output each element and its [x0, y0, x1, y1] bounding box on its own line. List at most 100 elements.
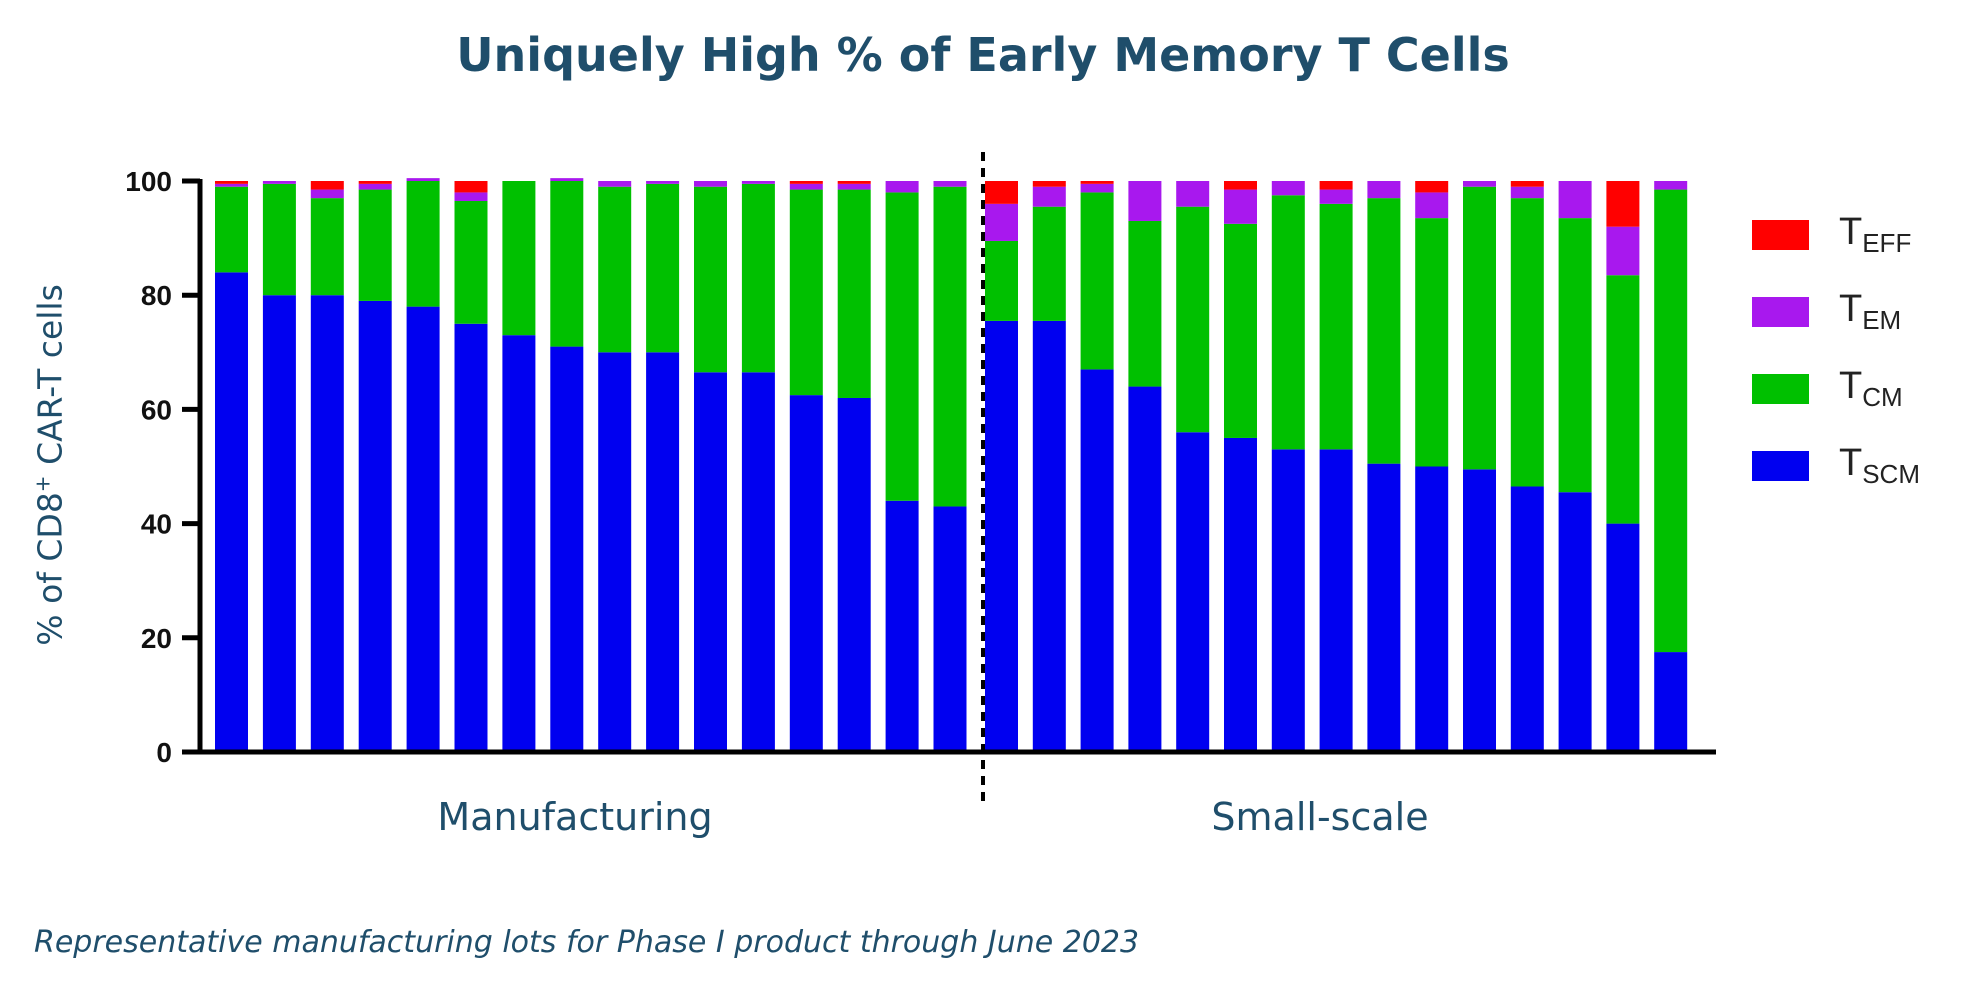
bar-tem-19: [1080, 183, 1114, 193]
legend-label-teff: TEFF: [1839, 210, 1912, 258]
legend-item-tem: TEM: [1752, 273, 1920, 350]
bar-tscm-31: [1654, 652, 1688, 752]
y-tick-label-80: 80: [141, 280, 172, 311]
chart-title: Uniquely High % of Early Memory T Cells: [456, 28, 1510, 82]
group-label-small-scale: Small-scale: [1211, 795, 1429, 839]
bar-tscm-12: [741, 372, 775, 752]
bar-tcm-25: [1367, 198, 1401, 464]
bar-teff-3: [310, 181, 344, 190]
bar-teff-22: [1224, 181, 1257, 190]
bar-tscm-24: [1319, 449, 1353, 752]
y-tick-label-60: 60: [141, 394, 172, 425]
legend-item-teff: TEFF: [1752, 196, 1920, 273]
bar-tcm-17: [985, 240, 1018, 321]
bar-tscm-2: [262, 295, 296, 752]
bar-tscm-8: [550, 346, 584, 752]
bar-tscm-16: [933, 506, 967, 752]
bar-tem-11: [694, 181, 727, 187]
bar-tscm-18: [1032, 320, 1066, 752]
bar-tscm-26: [1415, 466, 1449, 752]
y-axis-label: % of CD8+ CAR-T cells: [31, 284, 70, 646]
bar-tem-24: [1319, 189, 1353, 204]
bar-tem-9: [598, 181, 632, 187]
legend-swatch-tscm: [1752, 450, 1809, 481]
bar-teff-6: [454, 181, 488, 193]
bar-tscm-23: [1271, 449, 1305, 752]
bar-tcm-1: [215, 186, 248, 273]
bar-tcm-3: [310, 198, 344, 296]
bar-teff-28: [1510, 181, 1544, 187]
legend-item-tscm: TSCM: [1752, 427, 1920, 504]
bar-tem-29: [1558, 181, 1592, 219]
y-axis-label-main: % of CD8: [30, 492, 70, 646]
bar-tscm-21: [1176, 432, 1210, 752]
legend-swatch-tem: [1752, 296, 1809, 327]
bar-tscm-14: [837, 397, 871, 752]
bar-teff-14: [837, 181, 871, 184]
y-tick-label-100: 100: [125, 166, 172, 197]
bar-tscm-1: [215, 272, 248, 752]
bar-tem-8: [550, 178, 584, 181]
bar-teff-17: [985, 181, 1018, 204]
bar-teff-18: [1032, 181, 1066, 187]
bar-tem-26: [1415, 192, 1449, 219]
bar-tscm-17: [985, 320, 1018, 752]
bar-tcm-8: [550, 181, 584, 347]
bar-tem-3: [310, 189, 344, 199]
bar-tem-17: [985, 203, 1018, 241]
bar-tem-27: [1463, 181, 1496, 187]
bar-tcm-16: [933, 186, 967, 507]
bar-tem-13: [789, 183, 823, 190]
bar-tem-22: [1224, 189, 1257, 224]
legend-label-tem: TEM: [1839, 287, 1902, 335]
bar-tscm-4: [358, 300, 392, 752]
y-tick-label-0: 0: [156, 737, 172, 768]
bar-tcm-12: [741, 183, 775, 373]
bar-tcm-15: [885, 192, 919, 501]
bar-teff-1: [215, 181, 248, 184]
bar-tcm-23: [1271, 195, 1305, 450]
legend-swatch-tcm: [1752, 373, 1809, 404]
bar-tcm-4: [358, 189, 392, 301]
bar-tcm-31: [1654, 189, 1688, 653]
bar-teff-19: [1080, 181, 1114, 184]
bar-tscm-30: [1606, 523, 1640, 752]
bar-tcm-11: [694, 186, 727, 373]
bar-tcm-20: [1128, 220, 1162, 387]
bar-tcm-27: [1463, 186, 1496, 470]
group-label-manufacturing: Manufacturing: [437, 795, 713, 839]
legend-item-tcm: TCM: [1752, 350, 1920, 427]
bar-tcm-24: [1319, 203, 1353, 450]
bar-teff-26: [1415, 181, 1449, 193]
bar-tscm-13: [789, 395, 823, 752]
legend-label-tscm: TSCM: [1839, 441, 1920, 489]
bar-teff-4: [358, 181, 392, 184]
bar-tscm-3: [310, 295, 344, 752]
bar-teff-24: [1319, 181, 1353, 190]
bar-tem-31: [1654, 181, 1688, 190]
bar-tscm-9: [598, 352, 632, 752]
bar-tscm-20: [1128, 386, 1162, 752]
bar-tcm-6: [454, 200, 488, 324]
y-tick-label-40: 40: [141, 509, 172, 540]
bar-tem-16: [933, 181, 967, 187]
bar-tem-30: [1606, 226, 1640, 276]
bar-tscm-10: [646, 352, 680, 752]
legend-swatch-teff: [1752, 219, 1809, 250]
y-tick-label-20: 20: [141, 623, 172, 654]
y-axis-label-rest: CAR-T cells: [30, 284, 70, 476]
bar-tscm-19: [1080, 369, 1114, 752]
bar-teff-13: [789, 181, 823, 184]
bar-tem-6: [454, 192, 488, 201]
bar-tcm-26: [1415, 218, 1449, 467]
legend: TEFF TEM TCM TSCM: [1752, 196, 1920, 504]
bar-tem-20: [1128, 181, 1162, 221]
bar-tcm-14: [837, 189, 871, 398]
bar-tcm-28: [1510, 198, 1544, 487]
bar-tcm-29: [1558, 218, 1592, 493]
bar-tscm-7: [502, 335, 536, 752]
legend-label-tcm: TCM: [1839, 364, 1903, 412]
bar-tem-25: [1367, 181, 1401, 199]
bar-tscm-11: [694, 372, 727, 752]
footnote: Representative manufacturing lots for Ph…: [34, 925, 1140, 960]
